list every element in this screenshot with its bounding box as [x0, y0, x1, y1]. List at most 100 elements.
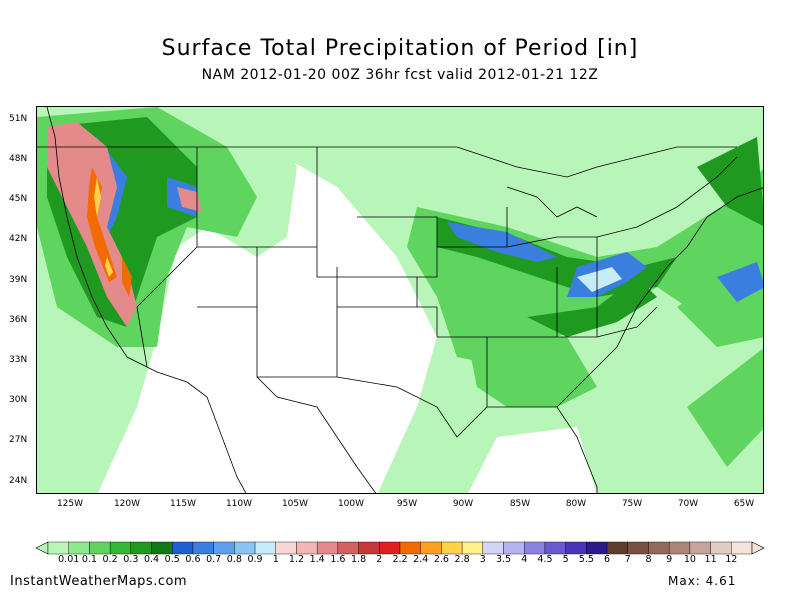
colorbar-swatch: [441, 541, 463, 555]
colorbar: [35, 541, 765, 555]
colorbar-tick-label: 0.6: [185, 554, 201, 565]
colorbar-swatch: [503, 541, 525, 555]
colorbar-tick-label: 9: [666, 554, 673, 565]
colorbar-swatch: [710, 541, 732, 555]
colorbar-tick-label: 4.5: [537, 554, 553, 565]
lon-label-85w: 85W: [509, 499, 531, 509]
colorbar-swatch: [172, 541, 194, 555]
colorbar-tick-label: 6: [604, 554, 611, 565]
colorbar-swatch: [689, 541, 711, 555]
lat-label-36n: 36N: [9, 315, 28, 325]
colorbar-tick-label: 1.4: [309, 554, 325, 565]
colorbar-swatch: [482, 541, 504, 555]
lon-label-125w: 125W: [56, 499, 84, 509]
colorbar-swatch: [524, 541, 546, 555]
colorbar-tick-label: 0.3: [123, 554, 139, 565]
site-credit: InstantWeatherMaps.com: [10, 574, 188, 589]
lat-label-48n: 48N: [9, 154, 28, 164]
lat-label-45n: 45N: [9, 194, 28, 204]
colorbar-swatch: [47, 541, 69, 555]
colorbar-tick-label: 5.5: [578, 554, 594, 565]
colorbar-swatch: [234, 541, 256, 555]
lon-label-105w: 105W: [281, 499, 309, 509]
precip-light-blue: [577, 267, 622, 292]
colorbar-tick-label: 1.8: [351, 554, 367, 565]
colorbar-swatch: [130, 541, 152, 555]
max-value: Max: 4.61: [668, 574, 737, 588]
lon-label-120w: 120W: [113, 499, 141, 509]
lat-label-39n: 39N: [9, 275, 28, 285]
colorbar-tick-label: 11: [704, 554, 717, 565]
colorbar-tick-label: 0.9: [247, 554, 263, 565]
lon-label-70w: 70W: [677, 499, 699, 509]
colorbar-swatch: [606, 541, 628, 555]
colorbar-swatch: [358, 541, 380, 555]
colorbar-swatch: [316, 541, 339, 555]
colorbar-tick-label: 10: [683, 554, 696, 565]
map-title: Surface Total Precipitation of Period [i…: [161, 36, 639, 61]
colorbar-swatch: [627, 541, 649, 555]
colorbar-swatch: [296, 541, 318, 555]
colorbar-swatch: [254, 541, 276, 555]
colorbar-tick-label: 0.01: [58, 554, 80, 565]
lat-label-27n: 27N: [9, 435, 28, 445]
colorbar-swatch: [379, 541, 401, 555]
colorbar-right-arrow: [751, 541, 765, 555]
precipitation-map: [36, 106, 764, 494]
colorbar-tick-label: 1.6: [330, 554, 346, 565]
colorbar-tick-label: 0.4: [143, 554, 160, 565]
colorbar-swatch: [213, 541, 235, 555]
colorbar-tick-label: 0.8: [226, 554, 242, 565]
colorbar-left-arrow: [35, 541, 49, 555]
colorbar-tick-label: 3: [479, 554, 486, 565]
lon-label-75w: 75W: [621, 499, 643, 509]
map-subtitle: NAM 2012-01-20 00Z 36hr fcst valid 2012-…: [201, 67, 599, 83]
colorbar-swatch: [68, 541, 90, 555]
colorbar-tick-label: 2.4: [413, 554, 429, 565]
lat-label-30n: 30N: [9, 395, 28, 405]
colorbar-swatch: [648, 541, 670, 555]
colorbar-tick-label: 4: [521, 554, 528, 565]
colorbar-swatch: [337, 541, 359, 555]
lat-label-33n: 33N: [9, 355, 28, 365]
colorbar-tick-label: 2.2: [392, 554, 408, 565]
colorbar-swatch: [109, 541, 132, 555]
lat-label-51n: 51N: [9, 114, 28, 124]
colorbar-swatch: [668, 541, 691, 555]
map-boundaries: [37, 107, 763, 493]
colorbar-tick-label: 2.8: [454, 554, 470, 565]
colorbar-tick-label: 1.2: [288, 554, 305, 565]
precip-yellow: [94, 177, 113, 277]
colorbar-swatch: [544, 541, 566, 555]
colorbar-tick-label: 1: [272, 554, 279, 565]
colorbar-tick-label: 7: [624, 554, 631, 565]
colorbar-swatch: [89, 541, 111, 555]
lon-label-115w: 115W: [169, 499, 197, 509]
colorbar-swatch: [586, 541, 608, 555]
map-svg: [37, 107, 763, 493]
colorbar-tick-label: 8: [645, 554, 652, 565]
lon-label-110w: 110W: [225, 499, 253, 509]
lon-label-95w: 95W: [396, 499, 418, 509]
colorbar-tick-label: 3.5: [495, 554, 512, 565]
colorbar-swatch: [420, 541, 442, 555]
lon-label-100w: 100W: [337, 499, 365, 509]
colorbar-swatch: [565, 541, 587, 555]
colorbar-tick-label: 2: [376, 554, 383, 565]
colorbar-swatch: [151, 541, 173, 555]
colorbar-tick-label: 2.6: [433, 554, 449, 565]
colorbar-tick-label: 0.5: [164, 554, 180, 565]
colorbar-tick-label: 12: [725, 554, 738, 565]
colorbar-tick-label: 0.7: [206, 554, 222, 565]
colorbar-swatch: [461, 541, 484, 555]
colorbar-swatch: [731, 541, 753, 555]
colorbar-swatch: [192, 541, 214, 555]
lat-label-42n: 42N: [9, 234, 28, 244]
colorbar-tick-label: 0.2: [102, 554, 118, 565]
colorbar-tick-label: 0.1: [81, 554, 97, 565]
colorbar-swatch: [275, 541, 297, 555]
lon-label-65w: 65W: [733, 499, 755, 509]
lat-label-24n: 24N: [9, 476, 28, 486]
colorbar-tick-label: 5: [562, 554, 569, 565]
lon-label-90w: 90W: [452, 499, 474, 509]
